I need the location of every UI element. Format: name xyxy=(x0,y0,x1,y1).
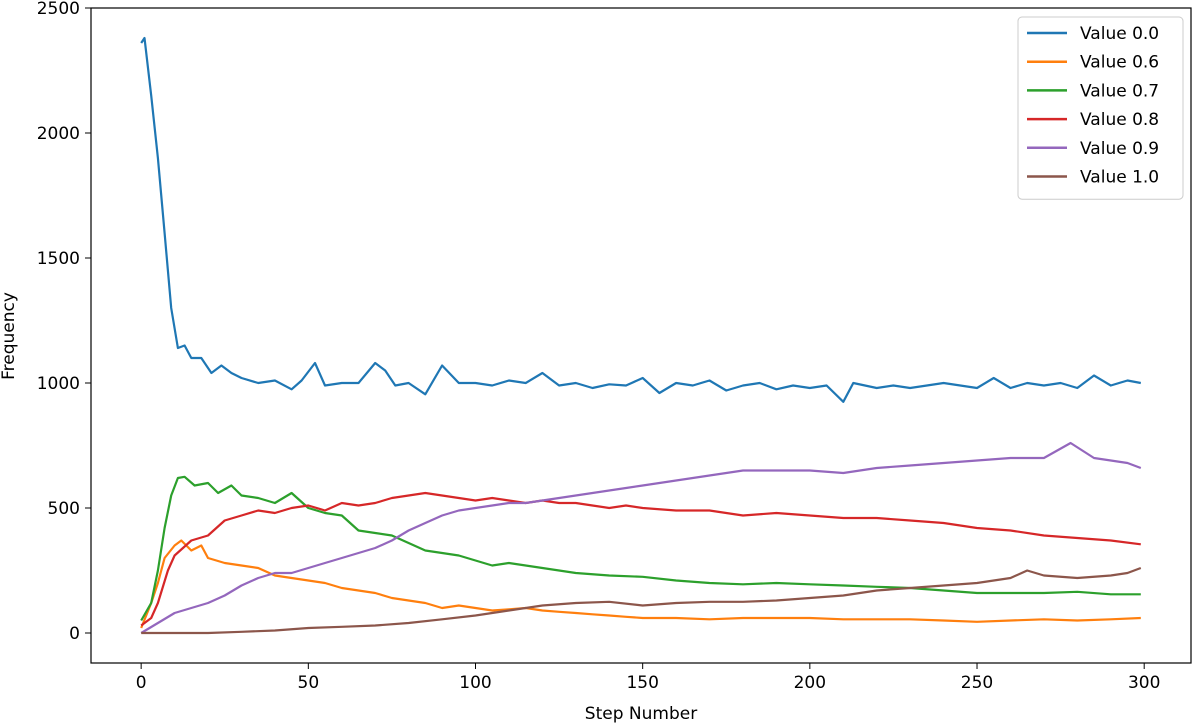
series-line-4 xyxy=(140,441,1142,634)
y-tick-label: 0 xyxy=(69,624,80,644)
series-line-2 xyxy=(140,475,1141,622)
legend-label: Value 0.0 xyxy=(1080,24,1159,44)
x-tick-label: 0 xyxy=(136,673,147,693)
y-tick-label: 2000 xyxy=(37,124,80,144)
legend-label: Value 0.6 xyxy=(1080,53,1159,73)
x-tick-label: 200 xyxy=(794,673,826,693)
y-tick-label: 2500 xyxy=(37,0,80,19)
series-line-3 xyxy=(140,491,1141,627)
series-line-0 xyxy=(140,36,1142,403)
x-tick-label: 150 xyxy=(626,673,658,693)
x-axis-label: Step Number xyxy=(585,704,697,724)
x-tick-label: 100 xyxy=(459,673,491,693)
y-tick-label: 1000 xyxy=(37,374,80,394)
x-tick-label: 50 xyxy=(298,673,320,693)
y-tick-label: 500 xyxy=(48,499,80,519)
y-axis-label: Frequency xyxy=(0,292,19,380)
legend-label: Value 0.7 xyxy=(1080,81,1159,101)
series-line-1 xyxy=(140,539,1141,629)
series-line-5 xyxy=(141,566,1142,635)
y-tick-label: 1500 xyxy=(37,249,80,269)
legend: Value 0.0 Value 0.6 Value 0.7 Value 0.8 Valu… xyxy=(1017,16,1184,200)
x-axis-ticks: 0 50 100 150 200 250 300 xyxy=(136,663,1160,693)
x-tick-label: 250 xyxy=(961,673,993,693)
plot-lines xyxy=(140,36,1142,635)
x-tick-label: 300 xyxy=(1128,673,1160,693)
y-axis-ticks: 0 500 1000 1500 2000 2500 xyxy=(37,0,91,644)
legend-label: Value 1.0 xyxy=(1080,168,1159,188)
legend-label: Value 0.9 xyxy=(1080,139,1159,159)
plot-frame xyxy=(90,7,1192,664)
legend-label: Value 0.8 xyxy=(1080,110,1159,130)
